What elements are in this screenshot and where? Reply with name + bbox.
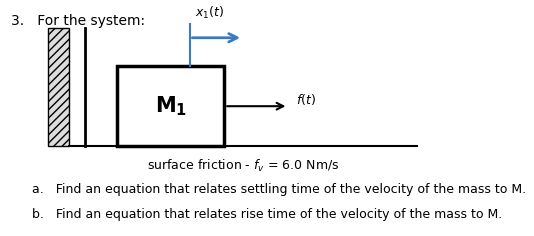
Text: $x_1(t)$: $x_1(t)$ <box>195 5 224 21</box>
Text: $\mathbf{M_1}$: $\mathbf{M_1}$ <box>155 94 187 118</box>
Text: $f(t)$: $f(t)$ <box>296 92 316 107</box>
Bar <box>48 28 69 146</box>
Text: b.   Find an equation that relates rise time of the velocity of the mass to M.: b. Find an equation that relates rise ti… <box>32 208 502 221</box>
Text: surface friction - $f_v$ = 6.0 Nm/s: surface friction - $f_v$ = 6.0 Nm/s <box>147 158 339 174</box>
Bar <box>117 66 224 146</box>
Text: a.   Find an equation that relates settling time of the velocity of the mass to : a. Find an equation that relates settlin… <box>32 183 526 197</box>
Text: 3.   For the system:: 3. For the system: <box>11 14 145 28</box>
